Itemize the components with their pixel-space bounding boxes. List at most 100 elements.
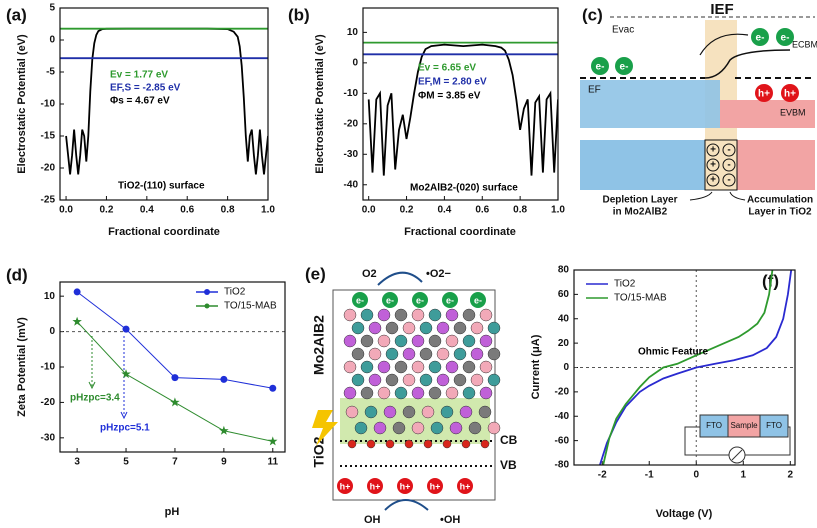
y-tick-label: -30 <box>344 149 359 160</box>
inset-label: FTO <box>706 421 722 430</box>
atom <box>354 421 368 435</box>
atom <box>479 308 493 322</box>
y-axis-label: Electrostatic Potential (eV) <box>314 34 326 174</box>
electron <box>776 28 794 46</box>
atom <box>445 334 459 348</box>
hole <box>397 478 413 494</box>
atom <box>373 421 387 435</box>
atom <box>394 334 408 348</box>
legend-marker <box>204 289 210 295</box>
y-tick-label: 0 <box>49 35 55 46</box>
tio2-block <box>737 140 815 190</box>
atom <box>487 421 501 435</box>
x-tick-label: 0.2 <box>99 205 113 216</box>
point <box>171 374 179 382</box>
point <box>73 288 81 296</box>
annotation: EF,S = -2.85 eV <box>110 83 181 94</box>
atom <box>411 421 425 435</box>
legend-label: TiO2 <box>224 287 246 298</box>
atom <box>419 321 433 335</box>
electron-label: e- <box>386 295 394 305</box>
electron <box>751 28 769 46</box>
x-tick-label: -1 <box>645 470 654 481</box>
electron-label: e- <box>756 33 765 44</box>
charges: + + + - - - <box>706 143 736 187</box>
x-tick-label: 0.4 <box>140 205 154 216</box>
atom <box>368 347 382 361</box>
arrow <box>384 499 429 511</box>
minus: - <box>727 160 730 171</box>
x-tick-label: 0.0 <box>59 205 73 216</box>
plot-frame <box>59 281 286 453</box>
y-tick-label: 20 <box>558 338 570 349</box>
atom <box>445 360 459 374</box>
diagram-e: (e) O2 •O2− Mo2AlB2 TiO2 CB VB OH •OH e-… <box>305 264 518 525</box>
atom <box>462 308 476 322</box>
point <box>122 325 130 333</box>
hole-label: h+ <box>430 481 441 491</box>
hole <box>457 478 473 494</box>
evbm-label: EVBM <box>780 107 806 117</box>
atom <box>377 360 391 374</box>
y-tick-label: 0 <box>352 57 358 68</box>
legend-label: TiO2 <box>614 279 636 290</box>
plus: + <box>710 145 716 156</box>
atom <box>385 321 399 335</box>
point <box>72 316 82 326</box>
x-axis-label: Fractional coordinate <box>404 226 516 238</box>
atom <box>487 373 501 387</box>
series-line <box>599 270 793 465</box>
series-line <box>367 43 558 176</box>
cbm-curve <box>704 49 791 79</box>
atom <box>479 386 493 400</box>
atom <box>453 321 467 335</box>
atom <box>423 439 433 449</box>
x-tick-label: 1.0 <box>551 205 565 216</box>
atom <box>360 334 374 348</box>
x-axis-label: Fractional coordinate <box>108 226 220 238</box>
atom <box>345 405 359 419</box>
atom <box>445 308 459 322</box>
atom <box>351 347 365 361</box>
annotation: Mo2AlB2-(020) surface <box>410 183 518 194</box>
junction <box>704 139 738 191</box>
electron-label: e- <box>596 62 605 73</box>
y-tick-label: -80 <box>555 460 570 471</box>
atom <box>402 321 416 335</box>
hole-label: h+ <box>460 481 471 491</box>
atom <box>445 386 459 400</box>
x-tick-label: 0.4 <box>437 205 451 216</box>
electron-label: e- <box>620 62 629 73</box>
atom <box>402 405 416 419</box>
interface-band <box>340 398 490 444</box>
atom <box>453 373 467 387</box>
electron-label: e- <box>446 295 454 305</box>
hole-label: h+ <box>758 89 770 100</box>
atom <box>402 373 416 387</box>
x-tick-label: 0.8 <box>513 205 527 216</box>
atom <box>411 386 425 400</box>
y-tick-label: -20 <box>41 163 56 174</box>
mo2alb2-label: Mo2AlB2 <box>311 315 327 375</box>
y-tick-label: -20 <box>555 387 570 398</box>
atom <box>392 421 406 435</box>
x-tick-label: 2 <box>788 470 794 481</box>
atom <box>428 360 442 374</box>
atom <box>360 360 374 374</box>
atom <box>440 405 454 419</box>
annotation: pHzpc=3.4 <box>70 393 120 404</box>
atom <box>462 334 476 348</box>
y-tick-label: 80 <box>558 265 570 276</box>
hole <box>427 478 443 494</box>
x-tick-label: 1 <box>740 470 746 481</box>
accumulation-label: Accumulation <box>747 195 813 206</box>
arrow <box>377 271 423 286</box>
hole <box>367 478 383 494</box>
hole-label: h+ <box>340 481 351 491</box>
accumulation-label: Layer in TiO2 <box>748 207 812 218</box>
pointer <box>689 191 746 201</box>
x-tick-label: 0.2 <box>400 205 414 216</box>
plus: + <box>710 160 716 171</box>
x-tick-label: 0.6 <box>180 205 194 216</box>
atom <box>479 334 493 348</box>
